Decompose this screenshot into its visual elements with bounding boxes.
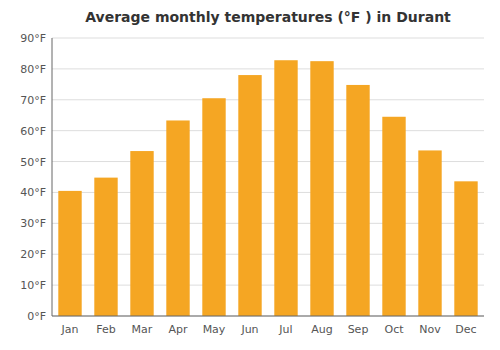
x-tick-label: Jul: [278, 323, 292, 336]
bar: [202, 98, 225, 316]
bar: [454, 181, 477, 316]
bar: [94, 178, 117, 316]
chart-container: Average monthly temperatures (°F ) in Du…: [0, 0, 500, 350]
x-tick-label: May: [203, 323, 226, 336]
y-tick-label: 80°F: [20, 63, 46, 76]
chart-title: Average monthly temperatures (°F ) in Du…: [85, 9, 451, 25]
x-tick-label: Jan: [61, 323, 79, 336]
bar: [238, 75, 261, 316]
grid: [52, 38, 484, 316]
y-axis-line: [52, 38, 53, 316]
y-axis: 0°F 10°F 20°F 30°F 40°F 50°F 60°F 70°F 80°F 90°F: [20, 32, 46, 323]
y-tick-label: 70°F: [20, 94, 46, 107]
x-tick-label: Feb: [96, 323, 115, 336]
y-tick-label: 20°F: [20, 248, 46, 261]
bar: [130, 151, 153, 316]
x-axis: Jan Feb Mar Apr May Jun Jul Aug Sep Oct Nov Dec: [61, 323, 477, 336]
bar: [310, 61, 333, 316]
x-tick-label: Jun: [240, 323, 258, 336]
y-tick-label: 30°F: [20, 217, 46, 230]
y-tick-label: 60°F: [20, 125, 46, 138]
y-tick-label: 40°F: [20, 186, 46, 199]
grid-line: [52, 38, 484, 39]
x-tick-label: Aug: [311, 323, 332, 336]
y-tick-label: 0°F: [27, 310, 46, 323]
grid-line: [52, 99, 484, 100]
grid-line: [52, 68, 484, 69]
bar: [382, 117, 405, 316]
chart-svg: Average monthly temperatures (°F ) in Du…: [0, 0, 500, 350]
y-tick-label: 50°F: [20, 156, 46, 169]
x-axis-line: [52, 316, 484, 317]
bar: [418, 150, 441, 316]
x-tick-label: Mar: [132, 323, 153, 336]
x-tick-label: Sep: [348, 323, 369, 336]
x-tick-label: Dec: [455, 323, 476, 336]
y-tick-label: 10°F: [20, 279, 46, 292]
bar: [346, 85, 369, 316]
y-tick-label: 90°F: [20, 32, 46, 45]
x-tick-label: Oct: [384, 323, 404, 336]
grid-line: [52, 316, 484, 317]
bars: [58, 60, 477, 316]
grid-line: [52, 130, 484, 131]
x-tick-label: Apr: [168, 323, 188, 336]
x-tick-label: Nov: [419, 323, 441, 336]
bar: [58, 191, 81, 316]
bar: [274, 60, 297, 316]
bar: [166, 120, 189, 316]
